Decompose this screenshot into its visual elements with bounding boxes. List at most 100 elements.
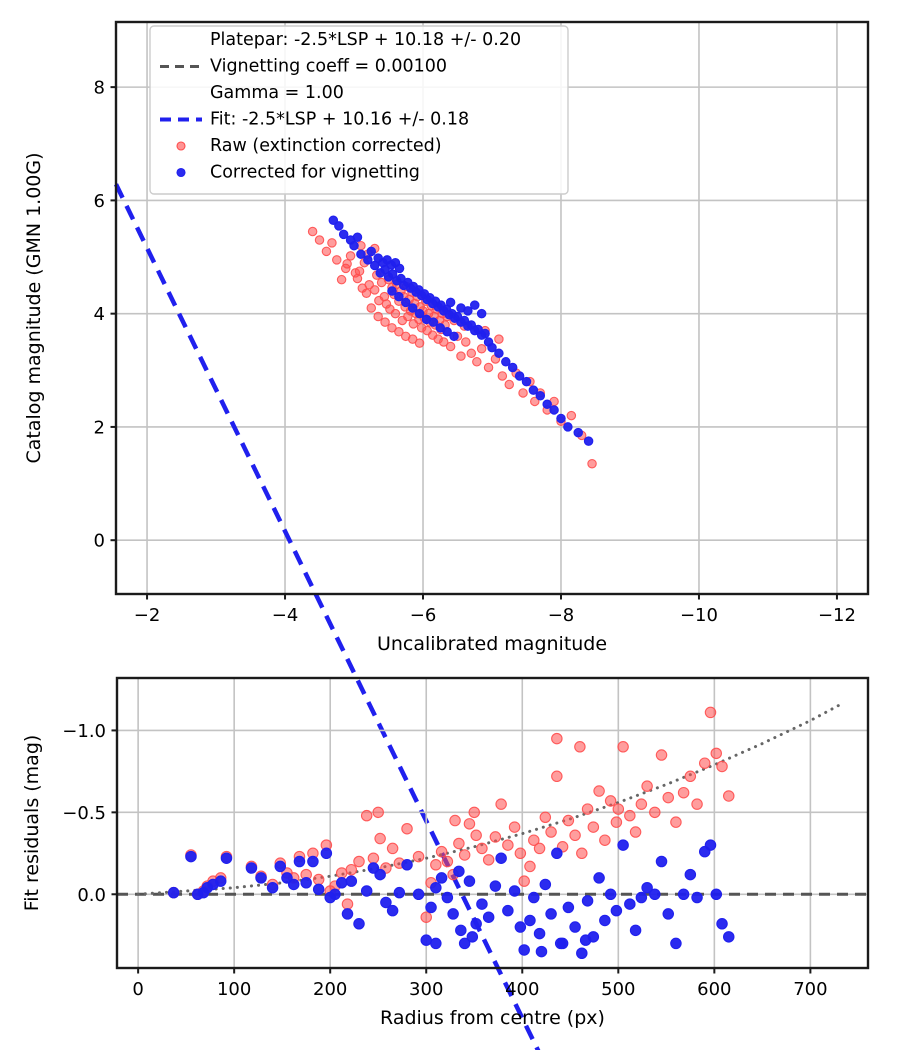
ytick-label-4: 8 — [94, 78, 105, 99]
data-point — [472, 357, 482, 367]
data-point — [314, 235, 325, 245]
data-point — [342, 259, 352, 269]
data-point — [502, 904, 514, 917]
data-point — [449, 814, 461, 827]
data-point — [624, 898, 636, 910]
data-point — [335, 877, 348, 889]
xtick-label-0: 0 — [132, 979, 143, 1000]
data-point — [684, 868, 697, 881]
xtick-label-4: 400 — [505, 979, 539, 1000]
data-point — [604, 795, 617, 807]
data-point — [539, 878, 552, 891]
legend-entry-label-0: Platepar: -2.5*LSP + 10.18 +/- 0.20 — [210, 30, 521, 50]
data-point — [649, 806, 661, 819]
legend-entry-0: Platepar: -2.5*LSP + 10.18 +/- 0.20 — [210, 30, 521, 50]
ytick-label-1: 2 — [94, 417, 105, 438]
data-point — [581, 803, 594, 815]
legend-entry-label-3: Fit: -2.5*LSP + 10.16 +/- 0.18 — [210, 110, 469, 130]
data-point — [425, 901, 437, 914]
data-point — [367, 852, 380, 864]
series-raw — [307, 226, 597, 469]
data-point — [542, 399, 552, 410]
data-point — [345, 875, 358, 887]
data-point — [514, 921, 527, 933]
ytick-label-2: 4 — [94, 304, 105, 325]
data-point — [677, 786, 690, 799]
data-point — [655, 749, 668, 761]
data-point — [435, 872, 448, 884]
xtick-label-1: 100 — [217, 979, 251, 1000]
data-point — [495, 798, 507, 810]
data-point — [255, 872, 267, 884]
data-point — [524, 914, 536, 927]
data-point — [394, 291, 404, 302]
data-point — [528, 385, 539, 395]
data-point — [456, 351, 466, 361]
data-point — [581, 895, 594, 907]
data-point — [386, 904, 399, 917]
data-point — [420, 934, 432, 946]
data-point — [562, 901, 575, 914]
data-point — [489, 880, 502, 892]
data-point — [518, 875, 530, 887]
data-point — [587, 821, 600, 833]
panel-photometric-calibration: −2 −4 −6 −8 −10 −12 0 2 4 6 8 Uncalibrated magnitud… — [23, 20, 870, 1050]
data-point — [420, 911, 432, 923]
data-point — [649, 888, 661, 901]
data-point — [414, 338, 425, 348]
data-point — [458, 937, 471, 950]
data-point — [677, 888, 690, 901]
data-point — [501, 357, 511, 367]
data-point — [514, 371, 525, 381]
legend-entry-label-2: Gamma = 1.00 — [210, 83, 344, 103]
data-point — [563, 422, 573, 432]
data-point — [332, 255, 342, 265]
legend-entry-label-4: Raw (extinction corrected) — [210, 136, 442, 156]
data-point — [320, 847, 333, 860]
data-point — [312, 873, 325, 886]
data-point — [214, 875, 227, 887]
data-point — [466, 931, 479, 943]
data-point — [360, 809, 373, 822]
data-point — [549, 405, 559, 415]
points-group — [307, 215, 597, 469]
data-point — [380, 896, 392, 909]
data-point — [487, 342, 497, 353]
xtick-label-2: −6 — [410, 605, 437, 626]
data-point — [518, 388, 528, 398]
xtick-label-4: −10 — [680, 605, 718, 626]
data-point — [554, 937, 567, 950]
data-point — [576, 947, 588, 959]
yaxis-title: Catalog magnitude (GMN 1.00G) — [23, 152, 45, 463]
data-point — [655, 855, 668, 868]
data-point — [521, 376, 532, 387]
xtick-label-3: 300 — [409, 979, 443, 1000]
data-point — [441, 855, 454, 868]
data-point — [287, 878, 300, 891]
legend-entry-2: Gamma = 1.00 — [210, 83, 344, 103]
data-point — [562, 814, 575, 827]
data-point — [617, 741, 629, 753]
data-point — [551, 770, 563, 783]
data-point — [535, 945, 548, 958]
data-point — [435, 845, 448, 858]
data-point — [716, 760, 728, 773]
data-point — [300, 877, 312, 889]
data-point — [336, 274, 347, 285]
data-point — [463, 818, 476, 830]
ytick-label-1: −0.5 — [62, 803, 106, 824]
data-point — [463, 875, 476, 887]
data-point — [599, 914, 611, 927]
data-point — [476, 898, 488, 910]
data-point — [483, 362, 494, 373]
data-point — [220, 852, 233, 864]
data-point — [430, 937, 442, 950]
data-point — [569, 829, 581, 842]
data-point — [307, 226, 318, 237]
data-point — [407, 334, 418, 344]
data-point — [641, 881, 653, 894]
data-point — [360, 885, 373, 897]
data-point — [430, 859, 442, 871]
data-point — [341, 898, 354, 910]
data-point — [352, 232, 363, 242]
